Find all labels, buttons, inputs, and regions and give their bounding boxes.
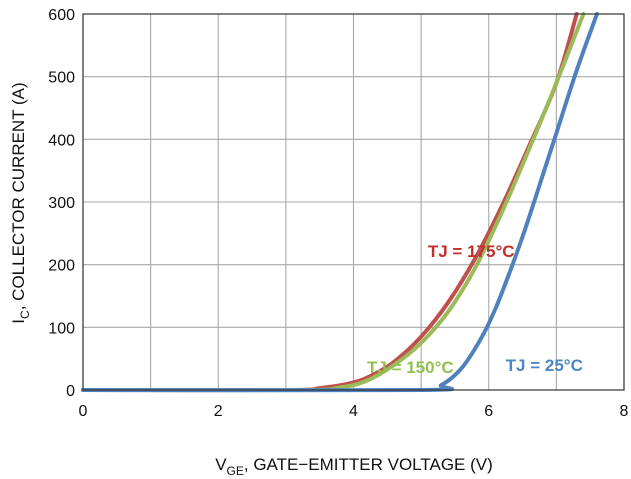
y-tick-label: 0	[66, 383, 75, 400]
series-annotation: TJ = 150°C	[367, 358, 454, 377]
series-annotations: TJ = 175°C TJ = 150°C TJ = 25°C	[367, 242, 583, 377]
series-annotation: TJ = 175°C	[428, 242, 515, 261]
y-tick-label: 100	[48, 320, 75, 337]
y-tick-label: 300	[48, 195, 75, 212]
series-annotation: TJ = 25°C	[506, 356, 583, 375]
x-tick-label: 0	[79, 403, 88, 420]
y-tick-labels: 0 100 200 300 400 500 600	[48, 7, 75, 400]
y-tick-label: 400	[48, 132, 75, 149]
grid	[82, 13, 625, 391]
x-tick-label: 4	[349, 403, 358, 420]
y-axis-label: IC, COLLECTOR CURRENT (A)	[9, 82, 32, 323]
x-tick-label: 8	[620, 403, 629, 420]
plot-frame	[82, 13, 625, 391]
y-tick-label: 600	[48, 7, 75, 24]
x-tick-label: 2	[214, 403, 223, 420]
y-tick-label: 200	[48, 258, 75, 275]
x-axis-label: VGE, GATE−EMITTER VOLTAGE (V)	[215, 455, 493, 478]
x-tick-labels: 0 2 4 6 8	[79, 403, 629, 420]
x-tick-label: 6	[484, 403, 493, 420]
y-tick-label: 500	[48, 70, 75, 87]
